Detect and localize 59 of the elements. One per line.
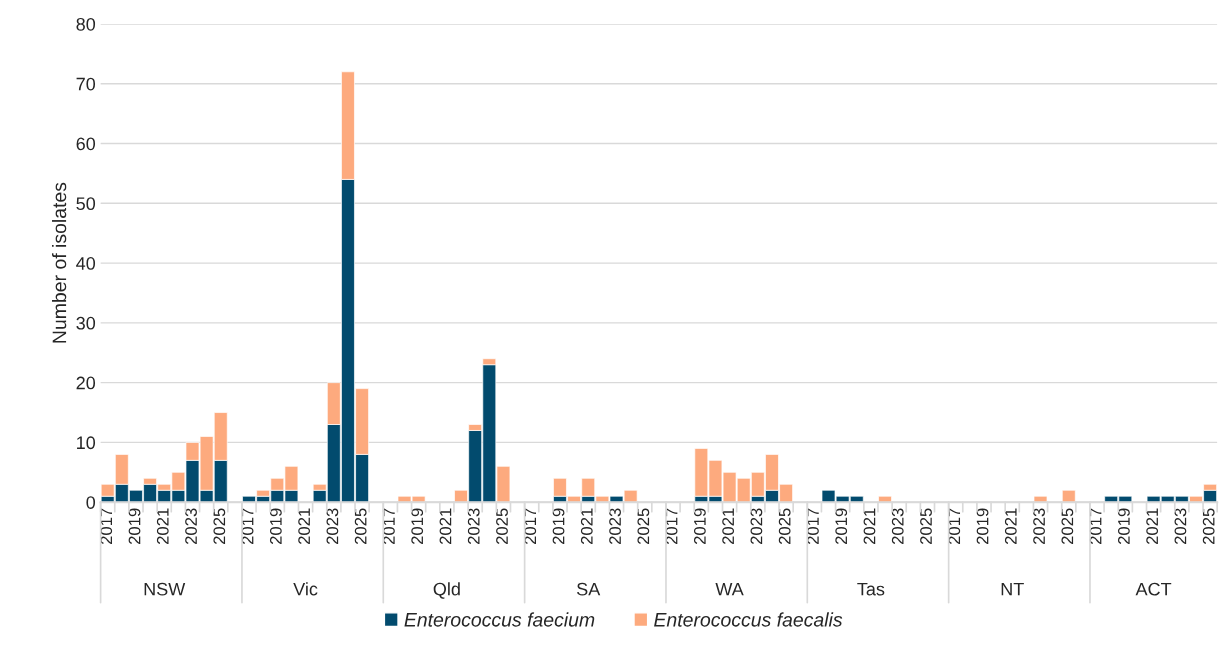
x-tick-label: 2021 <box>863 508 876 544</box>
y-tick-label: 40 <box>76 257 96 270</box>
x-tick-label: 2017 <box>1089 508 1102 544</box>
x-tick-label: 2017 <box>100 508 113 544</box>
y-axis-title: Number of isolates <box>51 182 67 343</box>
text: NSW <box>144 582 186 596</box>
x-tick-label: 2023 <box>750 508 763 544</box>
x-tick-label: 2019 <box>411 508 424 544</box>
bar <box>1061 489 1076 503</box>
x-tick-label: 2025 <box>1061 508 1074 544</box>
x-tick-label: 2017 <box>524 508 537 544</box>
y-tick-label: 30 <box>76 316 96 330</box>
x-tick-label: 2021 <box>580 508 593 544</box>
legend-label: Enterococcus faecium <box>404 612 595 627</box>
x-tick-label: 2025 <box>637 508 650 544</box>
x-tick-label: 2019 <box>693 508 706 544</box>
x-tick-label: 2025 <box>920 508 932 544</box>
x-tick-label: 2023 <box>609 508 621 544</box>
x-tick-label: 2021 <box>1004 508 1017 544</box>
y-tick-label: 50 <box>76 197 96 211</box>
x-tick-label: 2023 <box>326 508 339 544</box>
y-tick-label: 10 <box>77 436 96 450</box>
y-tick-label: 0 <box>86 496 96 509</box>
text: Tas <box>857 582 885 596</box>
x-tick-label: 2023 <box>1174 508 1187 544</box>
y-tick-label: 70 <box>76 77 96 91</box>
x-tick-label: 2019 <box>269 508 282 544</box>
x-tick-label: 2021 <box>156 508 169 544</box>
x-tick-label: 2025 <box>778 508 791 544</box>
text: Vic <box>293 582 318 596</box>
x-tick-label: 2019 <box>976 508 989 544</box>
text: Qld <box>433 582 460 599</box>
x-tick-label: 2025 <box>213 508 226 544</box>
y-tick-label: 80 <box>76 17 96 31</box>
x-tick-label: 2021 <box>298 508 311 544</box>
x-tick-label: 2021 <box>1146 508 1159 544</box>
text: NT <box>1001 582 1024 596</box>
x-tick-label: 2021 <box>722 508 735 544</box>
y-tick-label: 60 <box>76 137 96 151</box>
x-tick-label: 2023 <box>185 508 197 544</box>
x-tick-label: 2019 <box>835 508 848 544</box>
x-tick-label: 2017 <box>665 508 678 544</box>
x-tick-label: 2025 <box>1202 508 1215 544</box>
text: WA <box>715 582 744 596</box>
x-tick-label: 2019 <box>128 508 141 544</box>
x-tick-label: 2023 <box>891 508 904 544</box>
x-tick-label: 2019 <box>1117 508 1130 544</box>
x-tick-label: 2019 <box>552 508 565 544</box>
x-tick-label: 2017 <box>241 508 254 544</box>
legend-label: Enterococcus faecalis <box>654 612 843 627</box>
y-tick-label: 20 <box>76 376 96 390</box>
text: ACT <box>1135 582 1172 596</box>
x-tick-label: 2023 <box>467 508 480 544</box>
x-tick-label: 2025 <box>496 508 508 544</box>
text: SA <box>577 582 601 596</box>
x-tick-label: 2021 <box>439 508 452 544</box>
x-tick-label: 2025 <box>354 508 367 544</box>
x-tick-label: 2017 <box>948 508 961 544</box>
x-tick-label: 2023 <box>1033 508 1045 544</box>
